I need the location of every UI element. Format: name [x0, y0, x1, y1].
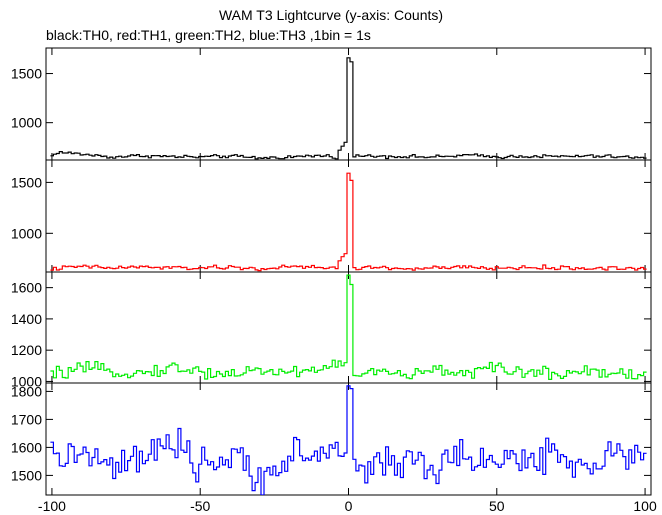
y-tick-label: 1500: [11, 467, 42, 483]
y-tick-label: 1000: [11, 373, 42, 389]
y-tick-label: 1500: [11, 174, 42, 190]
series-line-th0: [50, 57, 647, 160]
series-line-th3: [50, 385, 647, 495]
x-tick-label: 0: [345, 498, 353, 514]
chart-title: WAM T3 Lightcurve (y-axis: Counts): [218, 7, 444, 23]
y-tick-label: 1000: [11, 225, 42, 241]
panel-th3: 1500 1600 1700 1800: [11, 382, 652, 496]
y-tick-label: 1200: [11, 342, 42, 358]
x-tick-label: 100: [633, 498, 657, 514]
panel-th1: 1000 1500: [11, 159, 652, 273]
y-tick-label: 1400: [11, 311, 42, 327]
series-line-th1: [50, 172, 647, 272]
panel-frame: [45, 47, 652, 161]
y-tick-label: 1600: [11, 280, 42, 296]
panel-frame: [45, 271, 652, 384]
chart-subtitle: black:TH0, red:TH1, green:TH2, blue:TH3 …: [46, 27, 371, 43]
y-tick-label: 1700: [11, 411, 42, 427]
x-tick-label: 50: [489, 498, 505, 514]
x-tick-label: -50: [190, 498, 210, 514]
y-tick-label: 1000: [11, 115, 42, 131]
panel-frame: [45, 159, 652, 273]
panel-frame: [45, 382, 652, 496]
y-tick-label: 1800: [11, 383, 42, 399]
panel-th2: 1000 1200 1400 1600: [11, 271, 652, 389]
y-tick-label: 1600: [11, 439, 42, 455]
x-tick-label: -100: [38, 498, 66, 514]
panel-th0: 1000 1500: [11, 47, 652, 161]
series-line-th2: [50, 274, 647, 380]
y-tick-label: 1500: [11, 66, 42, 82]
